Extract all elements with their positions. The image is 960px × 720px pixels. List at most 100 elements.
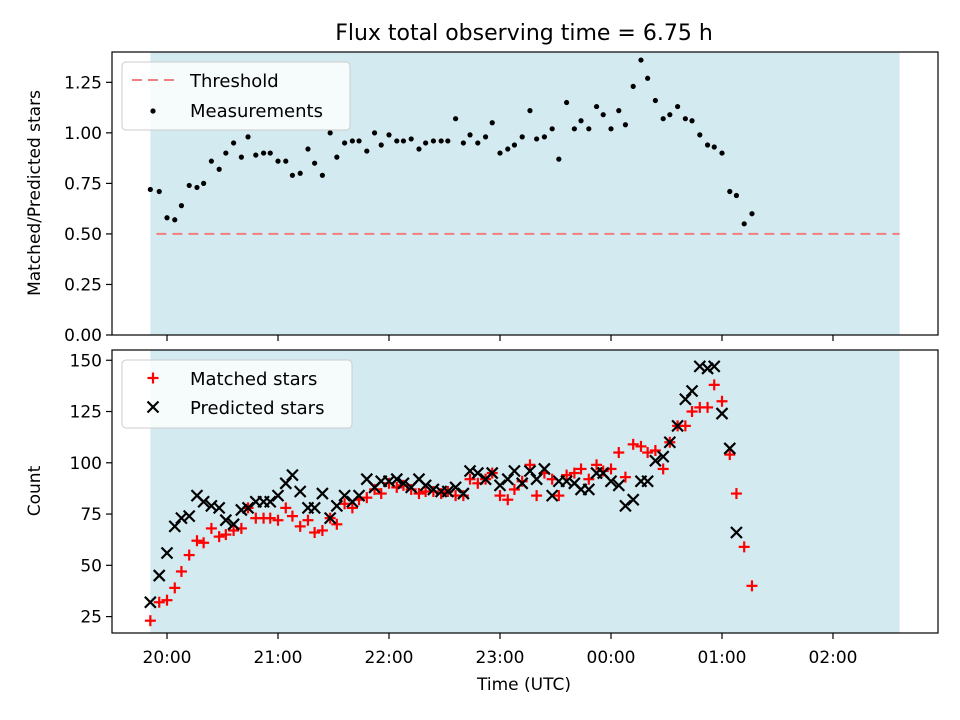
measurement-point	[511, 142, 518, 148]
matched-star-point	[502, 494, 514, 506]
predicted-star-point	[382, 474, 396, 488]
matched-star-point	[716, 395, 728, 407]
predicted-star-point	[545, 489, 559, 502]
predicted-star-point	[397, 477, 410, 490]
measurement-point	[741, 221, 747, 227]
x-tick-label: 20:00	[143, 648, 192, 668]
measurement-point	[505, 146, 511, 152]
predicted-star-point	[619, 499, 632, 513]
matched-star-point	[575, 463, 587, 475]
top-legend-box	[121, 61, 351, 131]
matched-star-point	[153, 596, 165, 608]
matched-star-point	[191, 535, 203, 547]
matched-star-point	[531, 490, 543, 502]
measurement-point	[231, 140, 237, 146]
measurement-point	[616, 108, 622, 114]
matched-star-point	[524, 459, 536, 471]
measurement-point	[378, 142, 384, 148]
matched-star-point	[331, 518, 343, 530]
measurement-point	[497, 150, 503, 156]
predicted-stars-points	[144, 360, 743, 609]
predicted-star-point	[671, 419, 684, 433]
measurement-point	[216, 166, 222, 172]
matched-star-point	[730, 488, 742, 500]
top-y-tick-label: 1.25	[64, 73, 102, 93]
predicted-star-point	[219, 513, 233, 527]
chart-title: Flux total observing time = 6.75 h	[335, 21, 713, 46]
measurement-point	[733, 192, 740, 199]
legend-measurement-swatch	[150, 108, 156, 114]
legend-predicted-swatch	[146, 400, 160, 414]
measurement-point	[586, 126, 592, 132]
predicted-star-point	[530, 472, 543, 486]
predicted-star-point	[293, 485, 307, 498]
measurement-point	[667, 112, 673, 118]
matched-star-point	[169, 582, 181, 594]
measurement-point	[549, 126, 555, 132]
measurement-point	[682, 116, 688, 122]
matched-star-point	[346, 502, 358, 514]
predicted-star-point	[205, 499, 218, 513]
matched-star-point	[619, 471, 631, 483]
bottom-legend-box	[121, 359, 353, 429]
legend-matched-marker	[147, 372, 159, 384]
matched-star-point	[427, 486, 439, 497]
legend-predicted-label: Predicted stars	[190, 398, 324, 419]
predicted-star-point	[457, 487, 470, 500]
predicted-star-point	[175, 511, 188, 525]
bottom-y-axis-label: Count	[25, 465, 45, 516]
measurement-point	[571, 126, 577, 132]
measurement-point	[400, 138, 407, 144]
predicted-star-point	[271, 489, 285, 502]
measurement-point	[297, 170, 303, 176]
measurement-point	[267, 150, 273, 156]
bottom-y-tick-label: 75	[80, 505, 102, 525]
predicted-star-point	[685, 384, 699, 398]
bottom-panel: 25 50 75 100 125 150 20:00 21:00 22:00 23:00 00:0…	[25, 349, 939, 695]
measurement-point	[408, 136, 414, 142]
predicted-star-point	[352, 489, 366, 502]
top-x-ticks	[166, 335, 834, 341]
measurement-point	[453, 116, 459, 122]
measurement-point	[245, 134, 251, 140]
matched-star-point	[583, 473, 595, 485]
matched-star-point	[708, 379, 720, 391]
predicted-star-point	[656, 450, 670, 463]
predicted-star-point	[649, 454, 662, 468]
matched-star-point	[316, 524, 328, 536]
predicted-star-point	[144, 595, 157, 609]
measurement-point	[749, 211, 755, 217]
matched-star-point	[144, 615, 156, 627]
matched-star-point	[738, 541, 750, 553]
matched-star-point	[657, 463, 669, 475]
matched-star-point	[405, 483, 417, 495]
x-tick-label: 00:00	[587, 648, 636, 668]
predicted-star-point	[286, 468, 299, 482]
predicted-star-point	[308, 501, 321, 515]
x-tick-label: 21:00	[254, 648, 303, 668]
predicted-star-point	[723, 442, 737, 455]
matched-star-point	[205, 522, 217, 534]
matched-star-point	[591, 459, 603, 471]
measurement-point	[489, 120, 495, 126]
x-tick-label: 22:00	[365, 648, 414, 668]
predicted-star-point	[538, 462, 551, 476]
measurement-point	[416, 146, 422, 152]
bottom-legend: Matched stars Predicted stars	[121, 359, 353, 429]
predicted-star-point	[693, 360, 707, 373]
measurement-point	[727, 188, 733, 195]
predicted-star-point	[612, 479, 626, 492]
matched-star-point	[213, 531, 225, 543]
matched-star-point	[294, 520, 306, 532]
matched-star-point	[264, 512, 276, 524]
predicted-star-point	[508, 464, 521, 478]
measurement-point	[556, 156, 562, 162]
bottom-plot-frame	[111, 349, 939, 634]
top-plot-frame	[111, 51, 939, 336]
matched-star-point	[183, 549, 195, 561]
legend-matched-label: Matched stars	[190, 369, 317, 390]
bottom-y-tick-label: 125	[70, 403, 102, 423]
measurement-point	[630, 83, 636, 89]
measurement-point	[186, 182, 192, 189]
predicted-star-point	[427, 483, 440, 496]
